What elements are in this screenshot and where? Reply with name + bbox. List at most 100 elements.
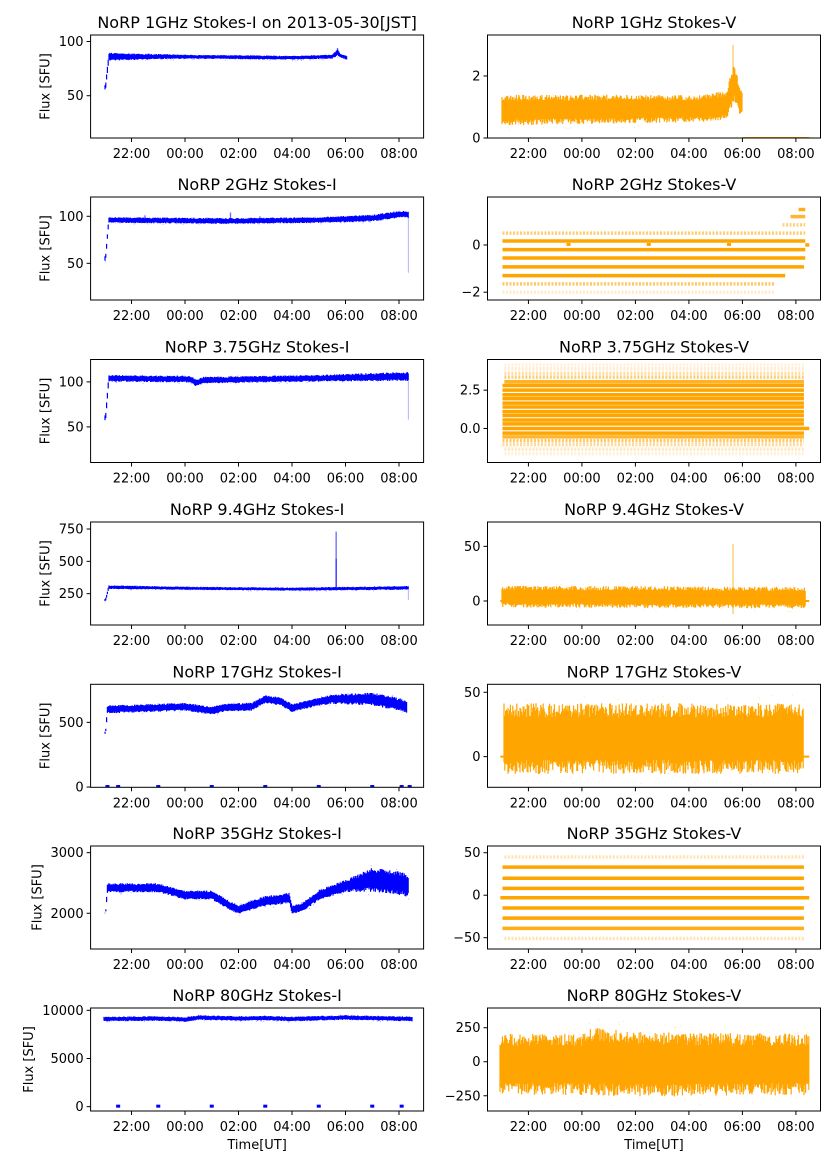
data-point: [373, 380, 374, 382]
data-point: [217, 714, 218, 716]
data-point: [338, 1014, 340, 1016]
data-point: [322, 380, 324, 382]
data-point: [506, 587, 508, 589]
data-point: [237, 375, 239, 377]
data-point: [211, 382, 213, 384]
data-point: [115, 382, 117, 384]
y-tick-label: 0: [472, 750, 480, 765]
x-tick-label: 02:00: [617, 796, 654, 811]
subplot-12: 22:00 00:00 02:00 04:00 06:00 08:00 −50 0 50 NoRP…: [453, 824, 821, 973]
subplot-title: NoRP 17GHz Stokes-I: [172, 662, 341, 681]
data-point: [337, 56, 338, 58]
axes-frame: [487, 683, 821, 788]
y-tick-label: 0.0: [460, 422, 481, 437]
data-point: [321, 695, 322, 697]
data-point: [341, 693, 342, 695]
axes-frame: [90, 683, 425, 788]
x-tick-label: 06:00: [327, 472, 364, 487]
data-point: [220, 704, 222, 706]
data-point: [624, 767, 626, 769]
x-tick-label: 04:00: [273, 1120, 310, 1135]
y-tick-label: 0: [472, 594, 480, 609]
y-tick-label: 2: [472, 69, 480, 84]
data-point: [286, 902, 288, 904]
plot-area: [500, 544, 810, 615]
subplot-14: 22:00 00:00 02:00 04:00 06:00 08:00−2500250No…: [445, 986, 821, 1153]
data-point: [758, 585, 760, 587]
data-point: [667, 706, 669, 708]
data-point: [341, 893, 343, 895]
x-tick-label: 06:00: [724, 472, 761, 487]
data-point: [207, 890, 209, 892]
x-tick-label: 06:00: [327, 309, 364, 324]
x-tick-label: 22:00: [113, 147, 150, 162]
x-tick-label: 22:00: [510, 796, 547, 811]
data-point: [265, 906, 266, 908]
axes-frame: [487, 34, 821, 139]
data-point: [201, 58, 202, 60]
data-point: [149, 216, 150, 218]
data-point: [708, 606, 710, 608]
y-tick-label: 100: [59, 35, 84, 50]
data-point: [329, 704, 330, 706]
data-point: [571, 584, 573, 586]
data-point: [745, 767, 747, 769]
data-point: [121, 893, 122, 895]
data-point: [553, 94, 555, 96]
y-axis-label: Flux [SFU]: [22, 1026, 37, 1093]
x-tick-label: 08:00: [380, 472, 417, 487]
data-point: [573, 120, 575, 122]
data-point: [115, 222, 117, 224]
data-point: [292, 60, 294, 62]
y-tick-label: 0: [75, 781, 83, 796]
data-point: [177, 374, 178, 376]
data-point: [646, 242, 651, 246]
data-point: [234, 58, 236, 60]
data-point: [301, 59, 302, 61]
data-point: [378, 1020, 380, 1022]
data-point: [399, 785, 404, 788]
data-point: [276, 1020, 277, 1022]
data-point: [790, 611, 791, 613]
data-point: [288, 1021, 289, 1023]
data-point: [556, 583, 558, 585]
data-point: [188, 588, 190, 590]
data-point: [250, 54, 252, 56]
data-point: [191, 1016, 193, 1018]
data-point: [105, 785, 110, 788]
data-point: [263, 217, 265, 219]
data-point: [276, 1021, 278, 1023]
data-point: [522, 771, 524, 773]
data-point: [286, 382, 288, 384]
x-tick-label: 04:00: [273, 634, 310, 649]
data-point: [319, 58, 321, 60]
data-point: [177, 586, 178, 588]
data-point: [655, 610, 657, 612]
x-tick-label: 04:00: [273, 147, 310, 162]
x-tick-label: 00:00: [563, 147, 600, 162]
data-point: [173, 887, 175, 889]
x-tick-label: 08:00: [777, 958, 814, 973]
data-point: [162, 382, 164, 384]
data-point: [500, 1092, 501, 1094]
data-point: [650, 605, 652, 607]
data-point: [393, 588, 395, 590]
data-point: [362, 222, 364, 224]
data-point: [401, 1015, 403, 1017]
data-point: [301, 902, 302, 904]
data-point: [317, 590, 318, 592]
data-point: [647, 606, 649, 608]
y-axis-label: Flux [SFU]: [39, 378, 54, 445]
y-axis-label: Flux [SFU]: [39, 53, 54, 120]
subplot-title: NoRP 35GHz Stokes-I: [172, 824, 341, 843]
data-point: [200, 898, 202, 900]
data-point: [198, 899, 200, 901]
data-point: [689, 91, 691, 93]
data-point: [230, 382, 232, 384]
data-point: [723, 607, 725, 609]
subplot-title: NoRP 80GHz Stokes-I: [172, 986, 341, 1005]
data-point: [646, 120, 647, 122]
data-point: [321, 59, 323, 61]
data-point: [570, 777, 572, 779]
